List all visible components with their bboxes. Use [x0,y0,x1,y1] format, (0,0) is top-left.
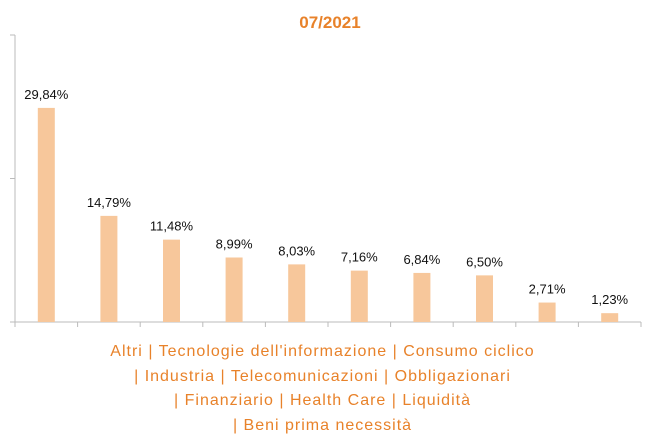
category-label: Liquidità [402,392,471,409]
separator [174,392,185,409]
bar [288,264,306,322]
separator [384,368,395,385]
chart: 07/2021 29,84% 14,79% 11,48% 8,99% 8,03% 7,16… [10,13,642,327]
data-label: 2,71% [529,282,566,297]
separator [393,343,404,360]
category-label: Altri [110,343,143,360]
data-label: 29,84% [24,87,69,102]
category-label: Consumo ciclico [403,343,535,360]
bar [476,275,493,322]
data-label: 6,50% [466,254,503,269]
category-label: Tecnologie dell'informazione [158,343,388,360]
bar [225,257,243,322]
category-label: Finanziario [184,392,274,409]
data-label: 11,48% [150,219,194,234]
data-label: 6,84% [403,252,440,267]
chart-title: 07/2021 [299,13,360,32]
bar [100,215,118,322]
category-label: Obbligazionari [394,367,511,385]
data-label: 1,23% [591,292,628,307]
bar [601,313,619,322]
data-label: 8,99% [216,236,253,251]
data-label: 14,79% [87,195,132,210]
category-label: Beni prima necessità [243,416,413,434]
category-legend: Altri Tecnologie dell'informazione Consu… [0,340,645,438]
category-label: Telecomunicazioni [230,367,379,385]
bar [37,107,55,322]
category-label: Industria [144,367,216,385]
separator [233,417,244,434]
data-label: 7,16% [341,250,378,265]
bar [350,270,368,322]
category-label: Health Care [289,392,387,409]
bar [538,302,556,322]
separator [279,392,290,409]
bar [163,239,180,322]
separator [148,343,158,360]
data-label: 8,03% [278,243,315,258]
separator [392,392,403,409]
separator [134,368,145,385]
separator [221,368,231,385]
bar [413,272,431,322]
